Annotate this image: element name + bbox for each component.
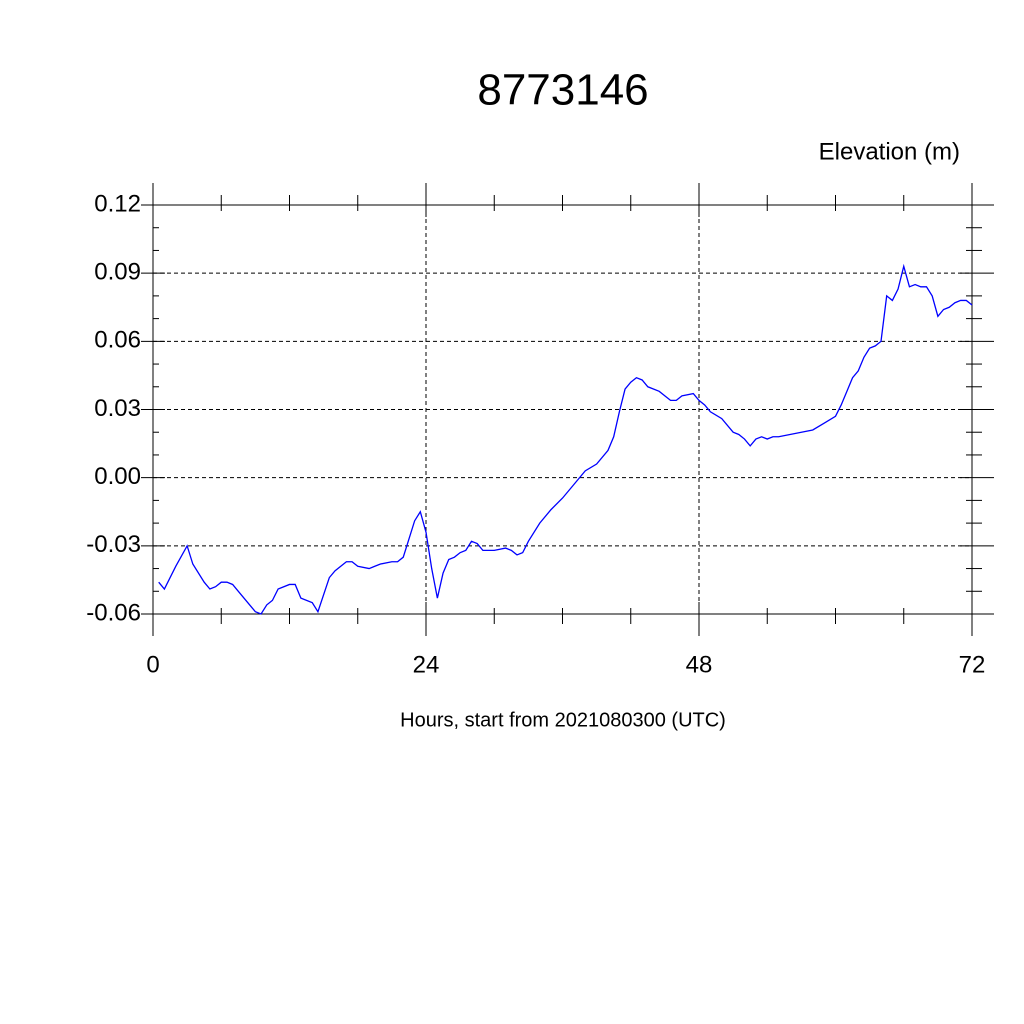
y-tick-label: 0.12 xyxy=(94,190,141,217)
y-tick-label: 0.09 xyxy=(94,259,141,286)
plot-frame xyxy=(152,204,973,615)
x-tick-label: 48 xyxy=(686,651,713,678)
x-tick-label: 72 xyxy=(959,651,986,678)
y-tick-label: 0.00 xyxy=(94,463,141,490)
y-tick-label: 0.03 xyxy=(94,395,141,422)
x-tick-label: 0 xyxy=(146,651,159,678)
x-tick-label: 24 xyxy=(413,651,440,678)
y-tick-label: -0.03 xyxy=(86,531,141,558)
chart-title: 8773146 xyxy=(477,66,648,115)
data-line xyxy=(158,263,973,615)
x-axis-label: Hours, start from 2021080300 (UTC) xyxy=(400,709,726,731)
y-axis-label: Elevation (m) xyxy=(819,138,960,165)
y-tick-label: -0.06 xyxy=(86,599,141,626)
y-tick-label: 0.06 xyxy=(94,327,141,354)
